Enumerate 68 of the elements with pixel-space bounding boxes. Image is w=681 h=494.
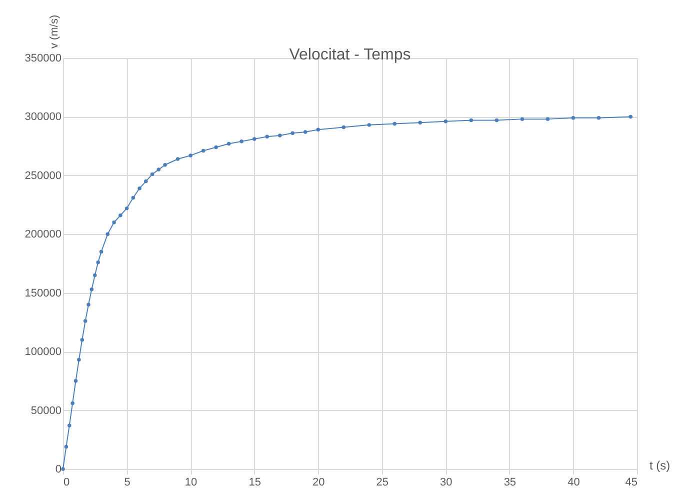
point: [90, 287, 94, 292]
point: [628, 114, 632, 119]
point: [226, 142, 231, 146]
x-tick-label: 25: [376, 476, 389, 488]
point: [99, 250, 104, 254]
y-tick-label: 200000: [24, 228, 62, 241]
point: [290, 131, 294, 136]
point: [418, 120, 422, 124]
x-axis-title: t (s): [650, 458, 670, 472]
point: [201, 148, 206, 153]
point: [64, 444, 68, 449]
y-axis-title: v (m/s): [48, 14, 60, 48]
y-tick-label: 250000: [24, 170, 62, 182]
point: [70, 401, 74, 406]
y-tick-label: 150000: [24, 287, 62, 300]
point: [214, 145, 218, 150]
point: [61, 467, 65, 471]
point: [68, 424, 72, 428]
point: [240, 140, 244, 144]
chart-title: Velocitat - Temps: [289, 46, 411, 64]
point: [156, 168, 161, 172]
point: [83, 319, 88, 323]
y-tick-label: 300000: [24, 111, 62, 124]
point: [106, 232, 110, 236]
point: [342, 125, 346, 130]
point: [252, 137, 256, 141]
point: [86, 302, 90, 306]
point: [520, 117, 524, 121]
x-tick-label: 35: [504, 476, 516, 488]
x-tick-label: 5: [124, 476, 130, 488]
point: [392, 122, 397, 126]
point: [176, 157, 180, 161]
point: [316, 128, 320, 132]
point: [112, 220, 116, 224]
x-tick-label: 40: [568, 476, 580, 488]
point: [188, 154, 192, 158]
point: [571, 116, 576, 120]
point: [278, 134, 282, 138]
point: [444, 120, 448, 124]
x-tick-label: 45: [625, 476, 638, 488]
point: [163, 162, 167, 167]
point: [93, 273, 97, 278]
point: [494, 118, 499, 122]
y-tick-label: 0: [55, 464, 62, 476]
point: [150, 172, 154, 176]
point: [546, 117, 550, 121]
point: [144, 179, 148, 184]
point: [131, 196, 136, 200]
x-tick-label: 15: [248, 476, 261, 488]
point: [124, 206, 129, 210]
point: [469, 118, 474, 122]
y-tick-label: 100000: [24, 346, 62, 358]
point: [96, 260, 100, 264]
point: [80, 338, 84, 342]
x-tick-label: 10: [184, 476, 198, 488]
point: [596, 116, 601, 120]
y-tick-label: 350000: [24, 52, 62, 64]
x-tick-label: 20: [312, 476, 325, 488]
point: [74, 379, 78, 383]
y-tick-label: 50000: [30, 404, 62, 417]
point: [138, 186, 142, 190]
x-tick-label: 30: [440, 476, 452, 488]
point: [367, 123, 372, 127]
point: [77, 358, 81, 362]
point: [265, 134, 269, 139]
x-tick-label: 0: [64, 476, 70, 488]
point: [118, 213, 122, 218]
point: [303, 130, 308, 134]
